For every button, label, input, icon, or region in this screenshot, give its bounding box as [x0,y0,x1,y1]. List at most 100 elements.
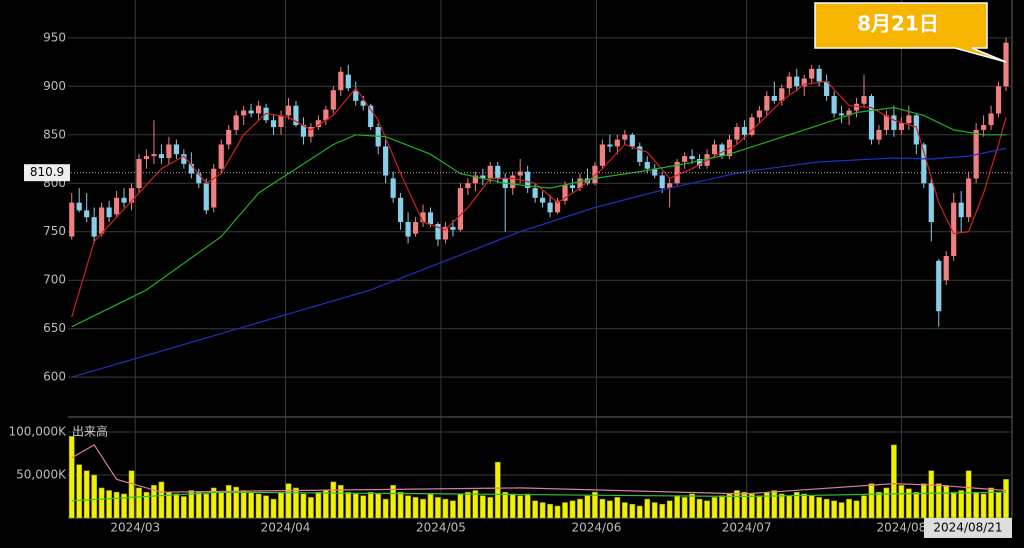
candle-body [637,146,643,162]
volume-bar [487,497,494,519]
volume-bar [935,483,942,519]
candle-body [248,110,254,114]
candle-body [771,95,777,101]
overlay: 810.9 出来高 2024/08/21 8月21日 [24,2,1012,538]
volume-bar [861,495,867,519]
candle-body [913,115,919,145]
volume-bar [263,495,269,519]
volume-bar [786,495,793,519]
candle-body [472,175,478,184]
candle-body [779,88,785,101]
volume-bar [592,491,598,519]
candle-body [495,165,501,179]
volume-bar [771,490,778,519]
volume-bar [285,483,292,519]
volume-bar [719,495,725,519]
volume-bar [233,486,240,519]
volume-bar [689,493,695,519]
volume-bar [240,490,247,519]
candle-body [405,222,411,237]
volume-bar [323,489,329,519]
volume-bar [629,503,636,519]
volume-bar [823,498,830,519]
candle-body [644,161,650,169]
candle-body [300,125,307,137]
candle-body [980,125,987,130]
candle-body [584,178,591,184]
volume-bar [816,497,823,519]
candle-body [898,123,904,130]
candle-body [450,226,456,230]
candle-body [91,217,97,237]
candle-body [69,202,75,237]
volume-bar [756,495,763,519]
candle-body [696,159,703,166]
candle-body [622,134,628,140]
candle-body [614,139,620,147]
volume-bar [868,483,875,519]
volume-bar [562,502,568,519]
volume-bar [965,470,972,519]
y-tick-label: 100,000K [9,425,68,439]
candle-body [966,178,972,218]
volume-bar [472,490,479,519]
candle-body [166,144,172,159]
volume-bar [225,485,232,519]
candle-body [270,120,277,128]
candle-body [868,95,875,140]
candle-body [457,188,463,230]
candle-body [988,113,994,126]
volume-bar [532,500,538,519]
candle-body [99,207,105,234]
grid: 2024/03 2024/04 2024/05 2024/06 2024/07 2024/… [9,0,1012,535]
volume-bar [793,491,800,519]
volume-bar [696,498,703,519]
volume-bar [577,498,583,519]
moving-average-line [71,444,1007,495]
volume-bar [106,490,112,519]
volume-bar [143,491,150,519]
volume-bar [382,498,389,519]
volume-bar [554,505,561,519]
candle-body [173,144,179,155]
volume-bar [427,493,434,519]
candle-body [517,171,523,176]
candle-body [525,171,531,189]
volume-bar [749,493,755,519]
price-marker-label: 810.9 [30,165,64,179]
candle-body [136,159,142,189]
candle-body [196,173,202,184]
callout: 8月21日 [857,12,939,36]
candle-body [577,178,583,189]
volume-bar [636,505,643,519]
price-marker-box [24,164,70,182]
date-label: 2024/08/21 [933,521,1002,535]
candle-body [831,95,837,114]
volume-bar [494,461,501,519]
candle-body [786,76,792,89]
candle-body [76,202,82,211]
candle-body [510,175,516,189]
x-tick-label: 2024/03 [110,521,160,535]
candle-body [764,95,770,111]
x-tick-label: 2024/05 [416,521,466,535]
volume-bar [345,491,352,519]
y-tick-label: 50,000K [16,468,67,482]
x-tick-label: 2024/07 [722,521,772,535]
volume-bar [943,485,950,519]
volume-bar [958,490,965,519]
candle-body [128,188,135,203]
marks [68,37,1009,519]
candle-body [861,95,867,104]
candle-body [629,134,635,147]
volume-bar [950,491,957,519]
candle-body [794,76,800,87]
candle-body [226,129,232,145]
candle-body [741,127,748,135]
volume-bar [98,487,105,519]
volume-bar [607,500,613,519]
volume-bar [360,495,367,519]
candle-body [203,183,209,211]
